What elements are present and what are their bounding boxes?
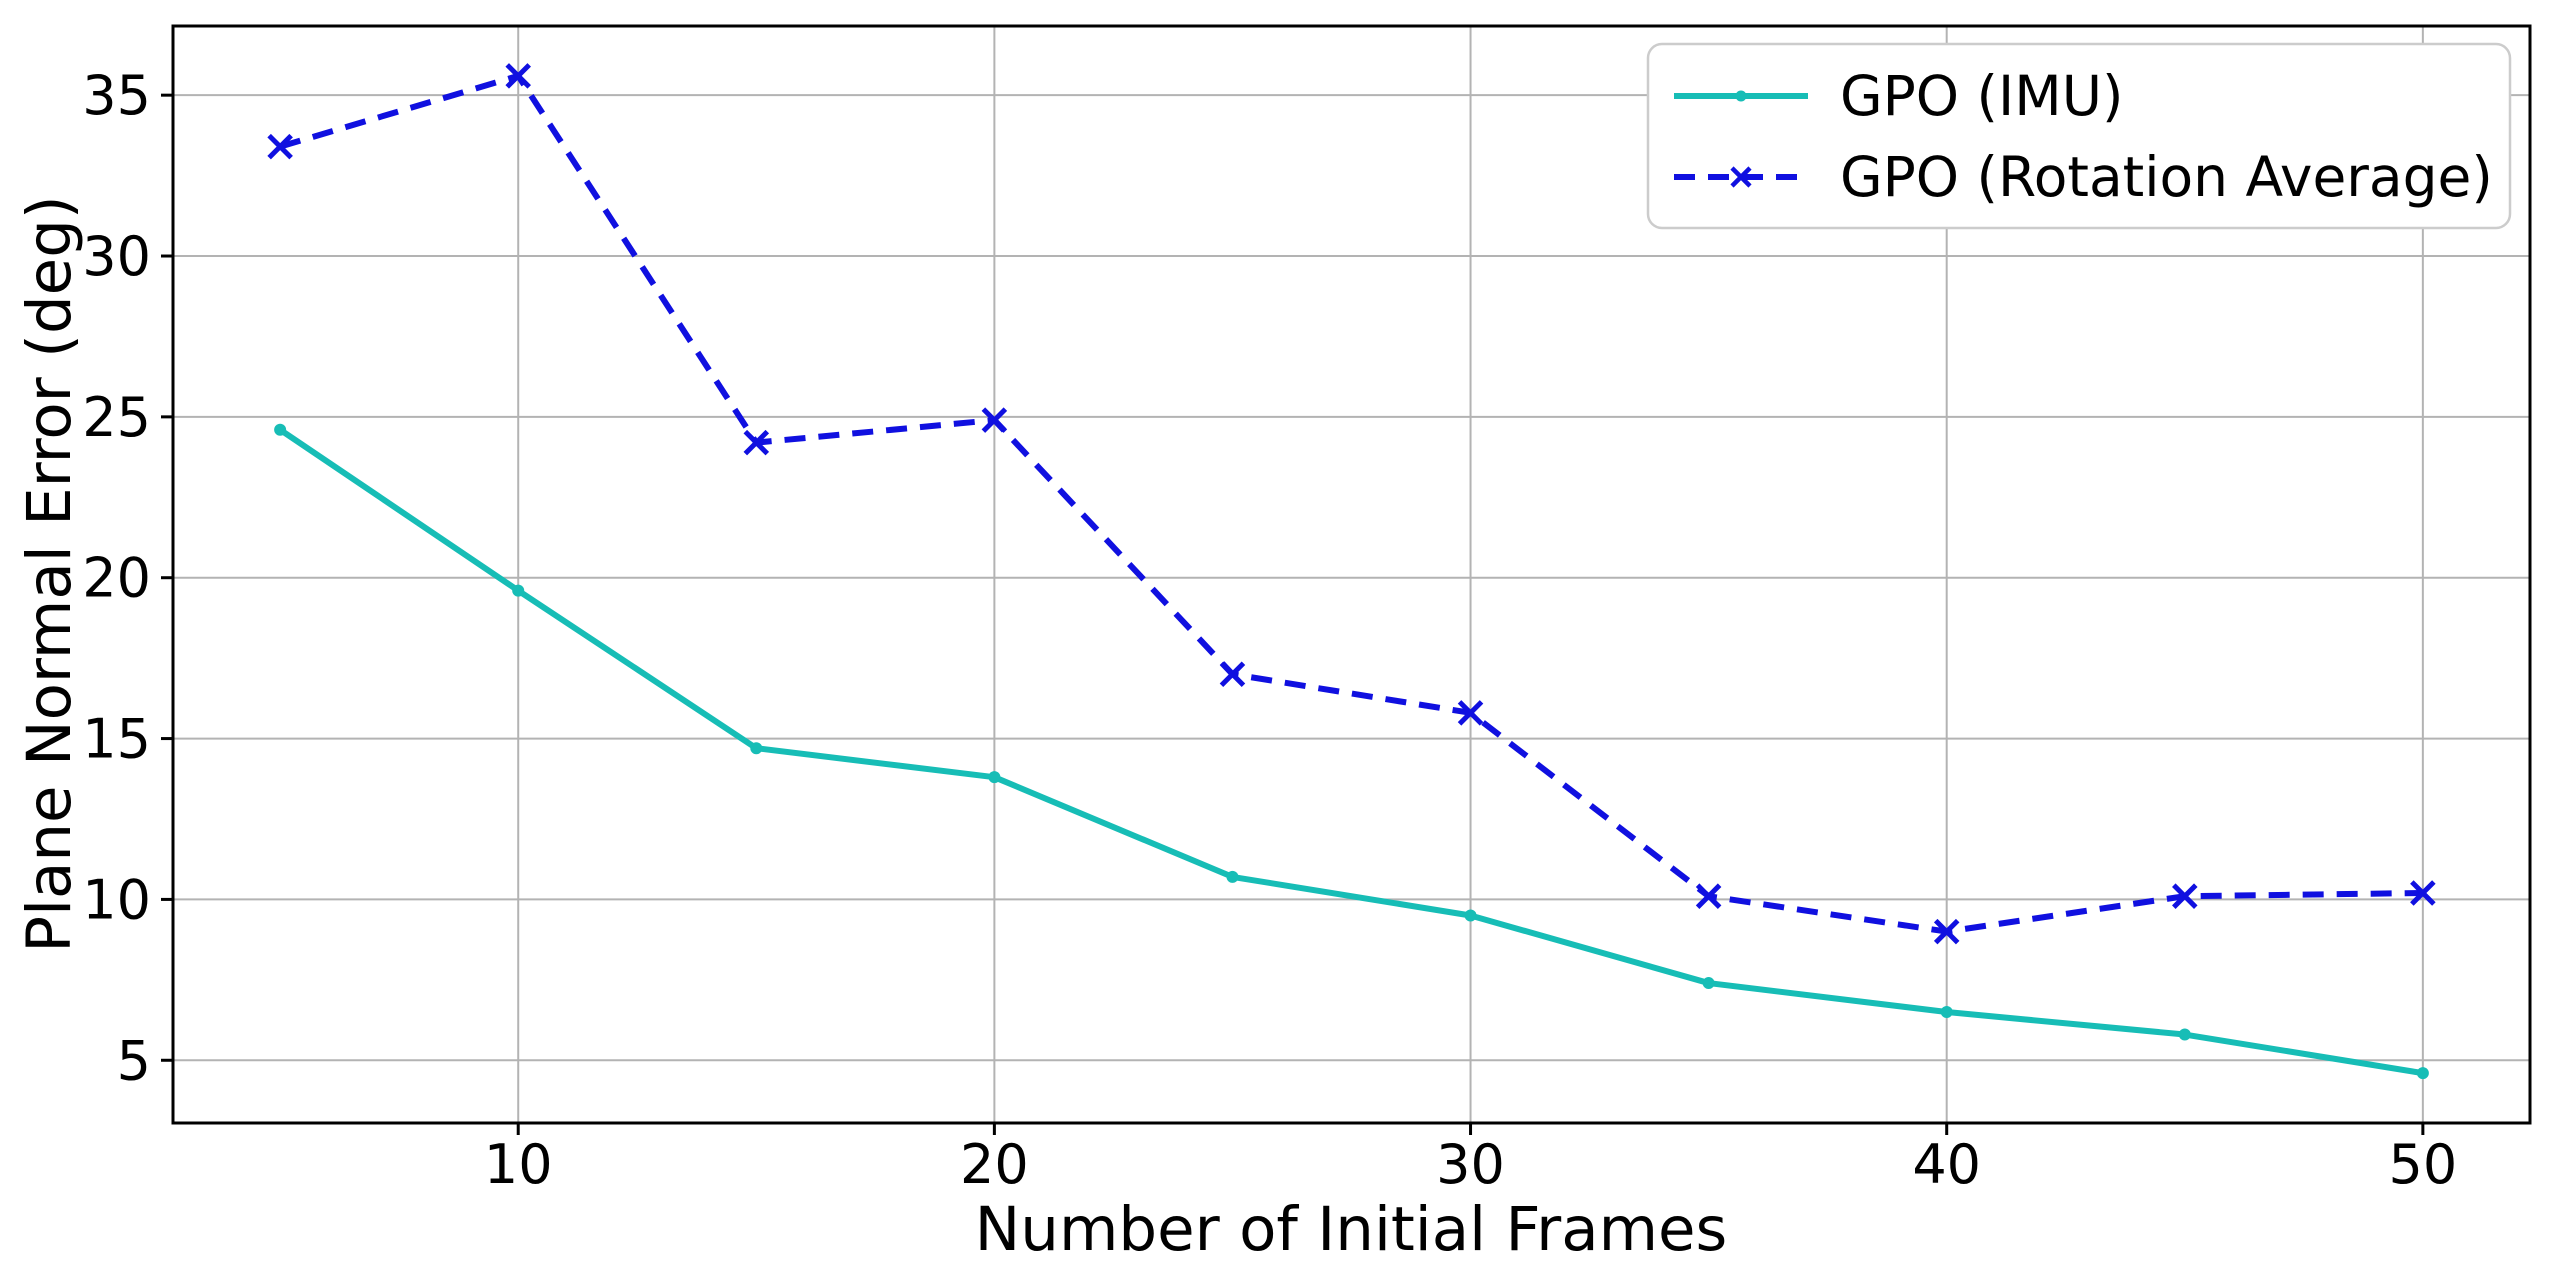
- y-tick-label: 5: [117, 1029, 151, 1092]
- y-tick-label: 30: [82, 225, 151, 288]
- x-tick-label: 10: [484, 1133, 553, 1196]
- y-tick-label: 10: [82, 868, 151, 931]
- x-tick-label: 40: [1912, 1133, 1981, 1196]
- legend: GPO (IMU) GPO (Rotation Average): [1646, 42, 2512, 230]
- data-point-marker: [1940, 1006, 1953, 1019]
- data-point-marker: [750, 742, 763, 755]
- data-point-marker: [2178, 1028, 2191, 1041]
- x-tick-label: 50: [2389, 1133, 2458, 1196]
- axes: [161, 24, 2532, 1135]
- data-point-marker: [988, 771, 1001, 784]
- data-point-marker: [981, 407, 1008, 433]
- x-axis-label: Number of Initial Frames: [975, 1194, 1728, 1265]
- legend-marker-dot: [1735, 90, 1747, 102]
- data-point-marker: [1457, 700, 1484, 726]
- data-point-marker: [1219, 661, 1246, 687]
- x-tick-label: 30: [1436, 1133, 1505, 1196]
- y-axis-label: Plane Normal Error (deg): [14, 195, 85, 952]
- data-point-marker: [2410, 880, 2436, 906]
- data-point-marker: [2172, 883, 2198, 909]
- data-point-marker: [2416, 1067, 2429, 1080]
- legend-label-rotation-average: GPO (Rotation Average): [1840, 145, 2493, 209]
- data-point-marker: [1933, 918, 1960, 945]
- legend-sample-imu: [1674, 90, 1808, 102]
- data-point-marker: [267, 133, 293, 160]
- data-point-marker: [743, 429, 770, 456]
- legend-marker-x: [1730, 166, 1752, 188]
- data-series: [267, 63, 2436, 1080]
- data-point-marker: [1464, 909, 1477, 922]
- data-point-marker: [1695, 883, 1722, 909]
- gridlines: [173, 26, 2530, 1123]
- legend-label-imu: GPO (IMU): [1840, 64, 2123, 128]
- data-point-marker: [512, 584, 525, 597]
- x-tick-label: 20: [960, 1133, 1029, 1196]
- plot-border: [171, 24, 2532, 1125]
- y-tick-label: 20: [82, 547, 151, 610]
- y-tick-label: 35: [82, 64, 151, 127]
- data-point-marker: [1226, 870, 1239, 883]
- legend-sample-rotation-average: [1674, 166, 1808, 188]
- data-point-marker: [274, 423, 287, 436]
- tick-labels: 10 20 30 40 50 5 10 15 20 25 30 35: [82, 64, 2457, 1196]
- data-point-marker: [505, 63, 531, 89]
- y-tick-label: 15: [82, 708, 151, 771]
- y-tick-label: 25: [82, 386, 151, 449]
- series-line-0: [278, 427, 2424, 1077]
- legend-box: [1646, 42, 2512, 230]
- data-point-marker: [1702, 977, 1715, 990]
